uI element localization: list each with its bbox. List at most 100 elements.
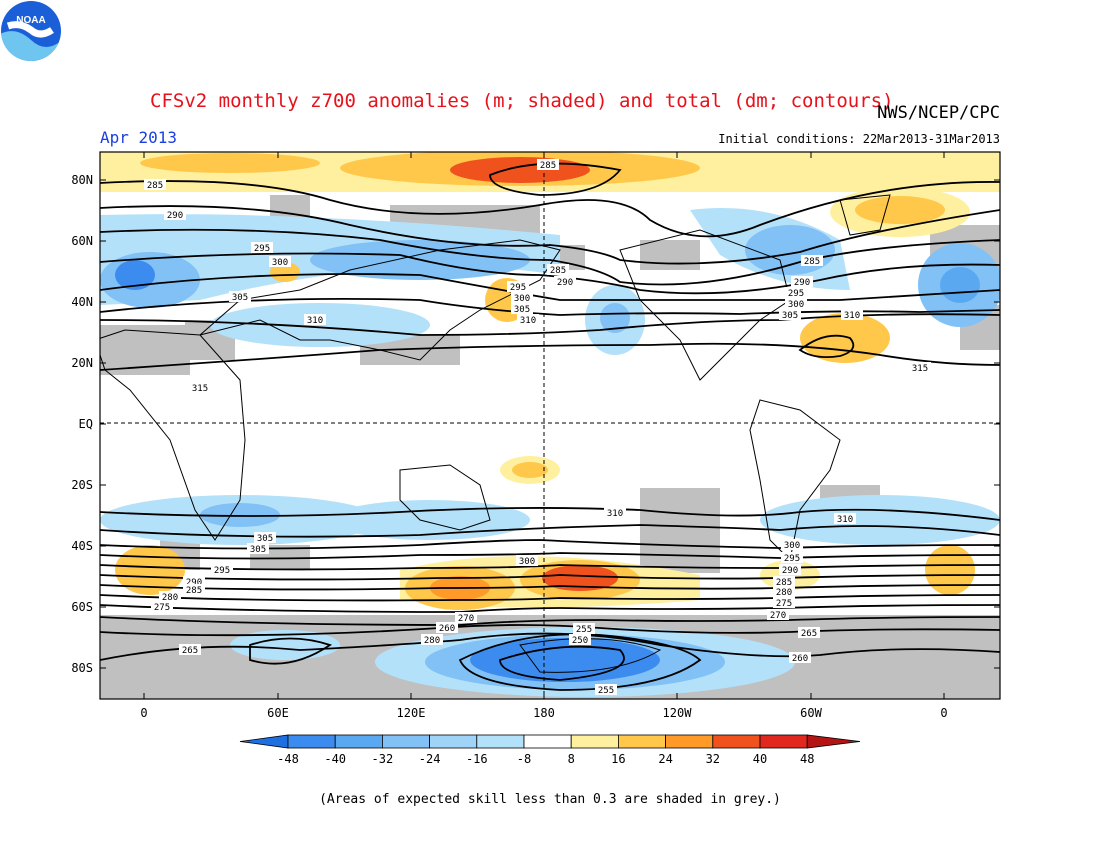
contour-label: 285 — [550, 266, 566, 276]
contour-label-bg — [841, 309, 863, 320]
contour-label-bg — [516, 555, 538, 566]
contour-label-bg — [595, 684, 617, 695]
colorbar-swatch — [618, 734, 667, 749]
contour-label-bg — [211, 564, 233, 575]
contour-label: 290 — [167, 211, 183, 221]
contour-label: 295 — [214, 566, 230, 576]
contour-label: 285 — [186, 586, 202, 596]
contour-label-bg — [547, 264, 569, 275]
latitude-axis: 80N 60N 40N 20N EQ 20S 40S 60S 80S — [71, 173, 1000, 675]
contour-label: 290 — [794, 278, 810, 288]
contour-label-bg — [511, 303, 533, 314]
contour-label-bg — [781, 552, 803, 563]
noaa-logo-icon: NOAA — [1, 1, 61, 61]
colorbar-label: 24 — [658, 752, 672, 766]
contour-label-bg — [229, 291, 251, 302]
contour-label: 310 — [844, 311, 860, 321]
colorbar: -48 -40 -32 -24 -16 -8 8 16 24 32 40 48 — [239, 734, 861, 766]
negative-anomalies — [100, 208, 1000, 697]
contour-label-bg — [517, 314, 539, 325]
contour-label: 300 — [519, 557, 535, 567]
contour-label-bg — [909, 362, 931, 373]
lon-label: 0 — [140, 706, 147, 720]
contour-label: 275 — [154, 603, 170, 613]
longitude-axis: 0 60E 120E 180 120W 60W 0 — [140, 152, 948, 720]
contour-label: 285 — [804, 257, 820, 267]
colorbar-label: -8 — [517, 752, 531, 766]
map-field: 2852902953003053103152852852902953003053… — [100, 152, 1000, 699]
colorbar-swatch — [712, 734, 761, 749]
contour-label: 310 — [520, 316, 536, 326]
contour-label: 300 — [788, 300, 804, 310]
colorbar-label: -48 — [277, 752, 299, 766]
colorbar-swatch — [665, 734, 714, 749]
contour-label-bg — [573, 623, 595, 634]
contour-label: 315 — [192, 384, 208, 394]
contour-label-bg — [164, 209, 186, 220]
lat-label: 60N — [71, 234, 93, 248]
contour-label-bg — [785, 298, 807, 309]
contour-label: 305 — [232, 293, 248, 303]
colorbar-label: 40 — [753, 752, 767, 766]
contour-label: 305 — [257, 534, 273, 544]
contour-label: 260 — [439, 624, 455, 634]
colorbar-label: 8 — [568, 752, 575, 766]
contour-label: 285 — [540, 161, 556, 171]
contour-label-bg — [269, 256, 291, 267]
contour-label-bg — [179, 644, 201, 655]
colorbar-label: -40 — [324, 752, 346, 766]
contour-label-bg — [183, 584, 205, 595]
contour-label-bg — [304, 314, 326, 325]
lat-label: EQ — [79, 417, 93, 431]
colorbar-arrow-left — [239, 734, 289, 749]
colorbar-label: 32 — [706, 752, 720, 766]
lat-label: 40N — [71, 295, 93, 309]
contour-label: 290 — [186, 578, 202, 588]
contour-label-bg — [144, 179, 166, 190]
contour-label-bg — [773, 586, 795, 597]
contour-label: 300 — [272, 258, 288, 268]
contour-label-bg — [779, 564, 801, 575]
contour-label: 295 — [510, 283, 526, 293]
contour-label-bg — [798, 627, 820, 638]
lon-label: 60W — [800, 706, 822, 720]
colorbar-swatch — [476, 734, 525, 749]
contour-label: 315 — [912, 364, 928, 374]
contour-label-bg — [247, 543, 269, 554]
contour-label-bg — [254, 532, 276, 543]
colorbar-swatch — [570, 734, 619, 749]
contour-label: 295 — [788, 289, 804, 299]
contour-label: 260 — [792, 654, 808, 664]
contour-label: 295 — [254, 244, 270, 254]
contour-label: 265 — [182, 646, 198, 656]
lat-label: 80S — [71, 661, 93, 675]
contour-label-bg — [507, 281, 529, 292]
lat-label: 60S — [71, 600, 93, 614]
contour-label-bg — [537, 159, 559, 170]
contour-label: 275 — [776, 599, 792, 609]
lon-label: 120W — [663, 706, 693, 720]
contour-label-bg — [159, 591, 181, 602]
contour-label-bg — [781, 539, 803, 550]
contour-label: 310 — [837, 515, 853, 525]
skill-footnote: (Areas of expected skill less than 0.3 a… — [319, 792, 781, 807]
contour-label: 300 — [514, 294, 530, 304]
lon-label: 0 — [940, 706, 947, 720]
contour-label-bg — [767, 609, 789, 620]
colorbar-swatch — [759, 734, 808, 749]
colorbar-swatch — [334, 734, 383, 749]
contour-labels: 2852902953003053103152852852902953003053… — [144, 159, 931, 696]
contour-label-bg — [773, 597, 795, 608]
lat-label: 20N — [71, 356, 93, 370]
colorbar-label: -24 — [419, 752, 441, 766]
contour-label-bg — [834, 513, 856, 524]
contour-label: 270 — [770, 611, 786, 621]
contour-label: 300 — [784, 541, 800, 551]
contour-label: 270 — [458, 614, 474, 624]
contour-label-bg — [436, 622, 458, 633]
contour-label-bg — [421, 634, 443, 645]
contour-label: 305 — [250, 545, 266, 555]
contour-label: 305 — [514, 305, 530, 315]
contour-label-bg — [189, 382, 211, 393]
colorbar-label: -32 — [372, 752, 394, 766]
